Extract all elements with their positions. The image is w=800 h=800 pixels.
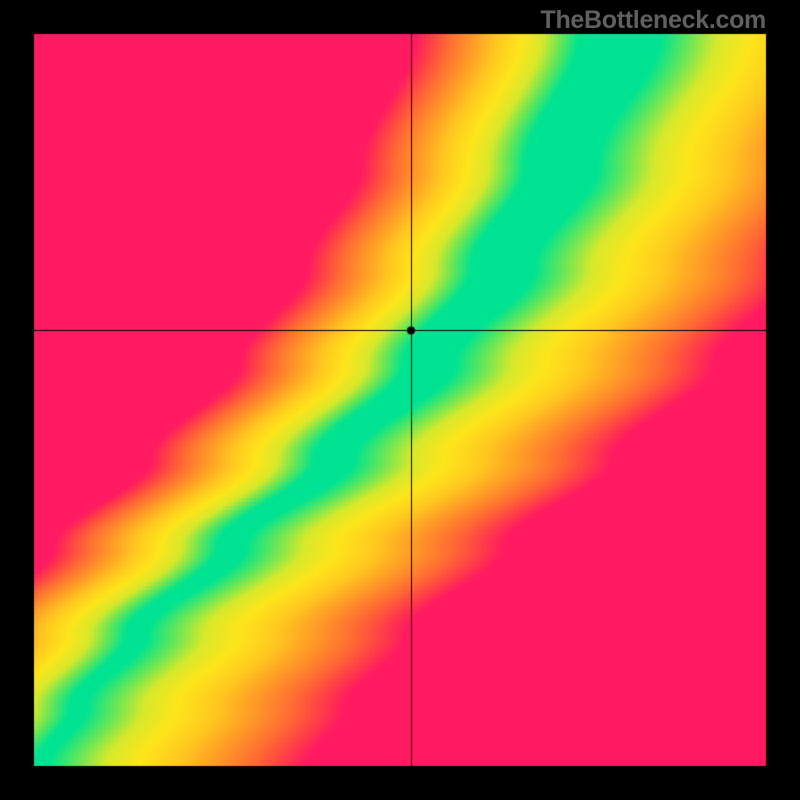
bottleneck-heatmap bbox=[0, 0, 800, 800]
watermark-label: TheBottleneck.com bbox=[540, 6, 766, 35]
